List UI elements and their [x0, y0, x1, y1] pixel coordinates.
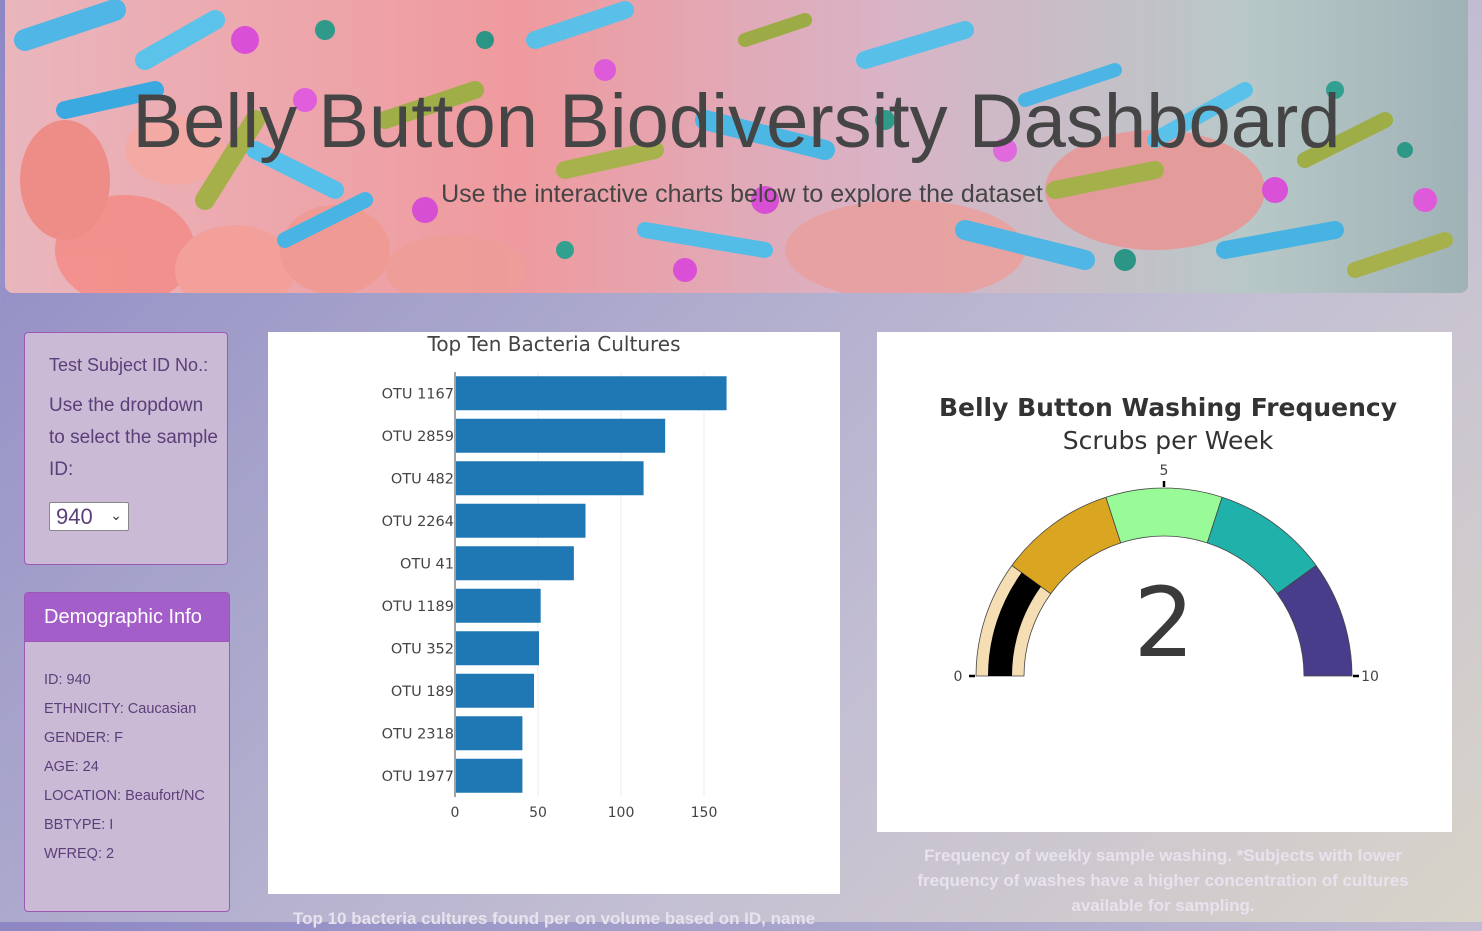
demographic-row-bbtype: BBTYPE: I	[44, 817, 114, 833]
bar-otu-352[interactable]	[456, 631, 539, 666]
bar-otu-1167[interactable]	[456, 376, 727, 411]
bar-y-tick-label: OTU 2859	[382, 429, 454, 445]
bar-chart-caption: Top 10 bacteria cultures found per on vo…	[292, 909, 816, 928]
demographic-info-panel: Demographic Info ID: 940 ETHNICITY: Cauc…	[24, 592, 230, 912]
bar-chart-title: Top Ten Bacteria Cultures	[427, 332, 681, 356]
bar-otu-41[interactable]	[456, 546, 574, 581]
bar-y-tick-label: OTU 1977	[382, 769, 454, 785]
demographic-info-body: ID: 940 ETHNICITY: Caucasian GENDER: F A…	[25, 642, 229, 862]
selector-heading: Test Subject ID No.:	[49, 355, 209, 375]
sample-id-selected-value: 940	[56, 503, 93, 529]
gauge-chart-panel: Belly Button Washing Frequency Scrubs pe…	[877, 332, 1452, 832]
bar-y-tick-label: OTU 189	[391, 684, 454, 700]
sample-id-dropdown[interactable]: 940 ⌄	[49, 502, 129, 531]
sample-selector-panel: Test Subject ID No.: Use the dropdown to…	[24, 332, 228, 565]
gauge-step-band	[1276, 564, 1353, 677]
demographic-info-heading: Demographic Info	[25, 593, 229, 642]
page-subtitle: Use the interactive charts below to expl…	[441, 180, 1043, 208]
gauge-value-bar	[988, 572, 1042, 676]
bar-y-tick-label: OTU 41	[400, 556, 454, 572]
bar-y-tick-label: OTU 1189	[382, 599, 454, 615]
bar-otu-2318[interactable]	[456, 716, 523, 751]
demographic-row-wfreq: WFREQ: 2	[44, 846, 115, 862]
gauge-chart-caption: Frequency of weekly sample washing. *Sub…	[917, 846, 1409, 915]
bar-y-tick-label: OTU 352	[391, 641, 454, 657]
demographic-row-id: ID: 940	[44, 672, 91, 688]
gauge-title: Belly Button Washing Frequency	[939, 393, 1397, 422]
bar-chart[interactable]: Top Ten Bacteria Cultures OTU 1167 OTU 28…	[268, 332, 840, 894]
bar-otu-2264[interactable]	[456, 503, 586, 538]
bar-otu-1189[interactable]	[456, 588, 541, 623]
bar-y-tick-label: OTU 2318	[382, 726, 454, 742]
gauge-step-band	[1105, 487, 1223, 544]
demographic-row-location: LOCATION: Beaufort/NC	[44, 788, 205, 804]
demographic-row-age: AGE: 24	[44, 759, 99, 775]
bar-otu-2859[interactable]	[456, 418, 666, 453]
gauge-tick-label: 5	[1160, 463, 1169, 479]
page-title: Belly Button Biodiversity Dashboard	[132, 79, 1341, 164]
chevron-down-icon: ⌄	[110, 507, 122, 523]
demographic-row-ethnicity: ETHNICITY: Caucasian	[44, 701, 197, 717]
bacteria-background-image	[14, 0, 1453, 293]
gauge-value: 2	[1133, 567, 1194, 679]
gauge-tick-label: 10	[1361, 669, 1379, 685]
bar-otu-1977[interactable]	[456, 758, 523, 793]
gauge-tick-label: 0	[954, 669, 963, 685]
bar-x-tick-label: 50	[529, 805, 547, 821]
bar-chart-panel: Top Ten Bacteria Cultures OTU 1167 OTU 28…	[268, 332, 840, 894]
gauge-chart[interactable]: Belly Button Washing Frequency Scrubs pe…	[877, 332, 1452, 832]
gauge-subtitle: Scrubs per Week	[1063, 426, 1274, 455]
bar-y-tick-label: OTU 1167	[382, 386, 454, 402]
demographic-row-gender: GENDER: F	[44, 730, 123, 746]
bar-otu-189[interactable]	[456, 673, 535, 708]
bar-x-tick-label: 100	[608, 805, 635, 821]
bar-x-tick-label: 0	[451, 805, 460, 821]
header-banner: Belly Button Biodiversity Dashboard Use …	[5, 0, 1468, 293]
bar-otu-482[interactable]	[456, 461, 644, 496]
bar-y-tick-label: OTU 482	[391, 471, 454, 487]
bar-x-tick-label: 150	[691, 805, 718, 821]
selector-instructions: Use the dropdown to select the sample ID…	[49, 395, 218, 480]
bar-y-tick-label: OTU 2264	[382, 514, 454, 530]
